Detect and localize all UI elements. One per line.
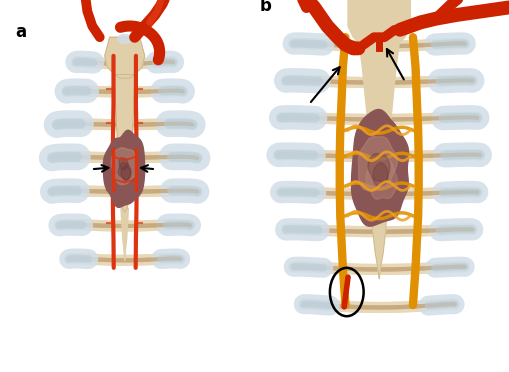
- Polygon shape: [105, 37, 145, 78]
- Text: b: b: [260, 0, 272, 15]
- Polygon shape: [103, 130, 145, 207]
- Polygon shape: [358, 37, 400, 205]
- Polygon shape: [348, 0, 410, 48]
- Ellipse shape: [118, 35, 131, 44]
- Polygon shape: [368, 154, 390, 182]
- Polygon shape: [358, 137, 397, 190]
- Text: a: a: [15, 23, 26, 41]
- Polygon shape: [115, 74, 135, 212]
- Polygon shape: [121, 166, 131, 180]
- Polygon shape: [111, 148, 137, 185]
- Polygon shape: [118, 163, 131, 180]
- Polygon shape: [351, 109, 409, 226]
- Polygon shape: [119, 158, 128, 170]
- Polygon shape: [366, 157, 398, 199]
- Polygon shape: [373, 163, 388, 186]
- Polygon shape: [121, 208, 128, 260]
- Polygon shape: [372, 201, 387, 279]
